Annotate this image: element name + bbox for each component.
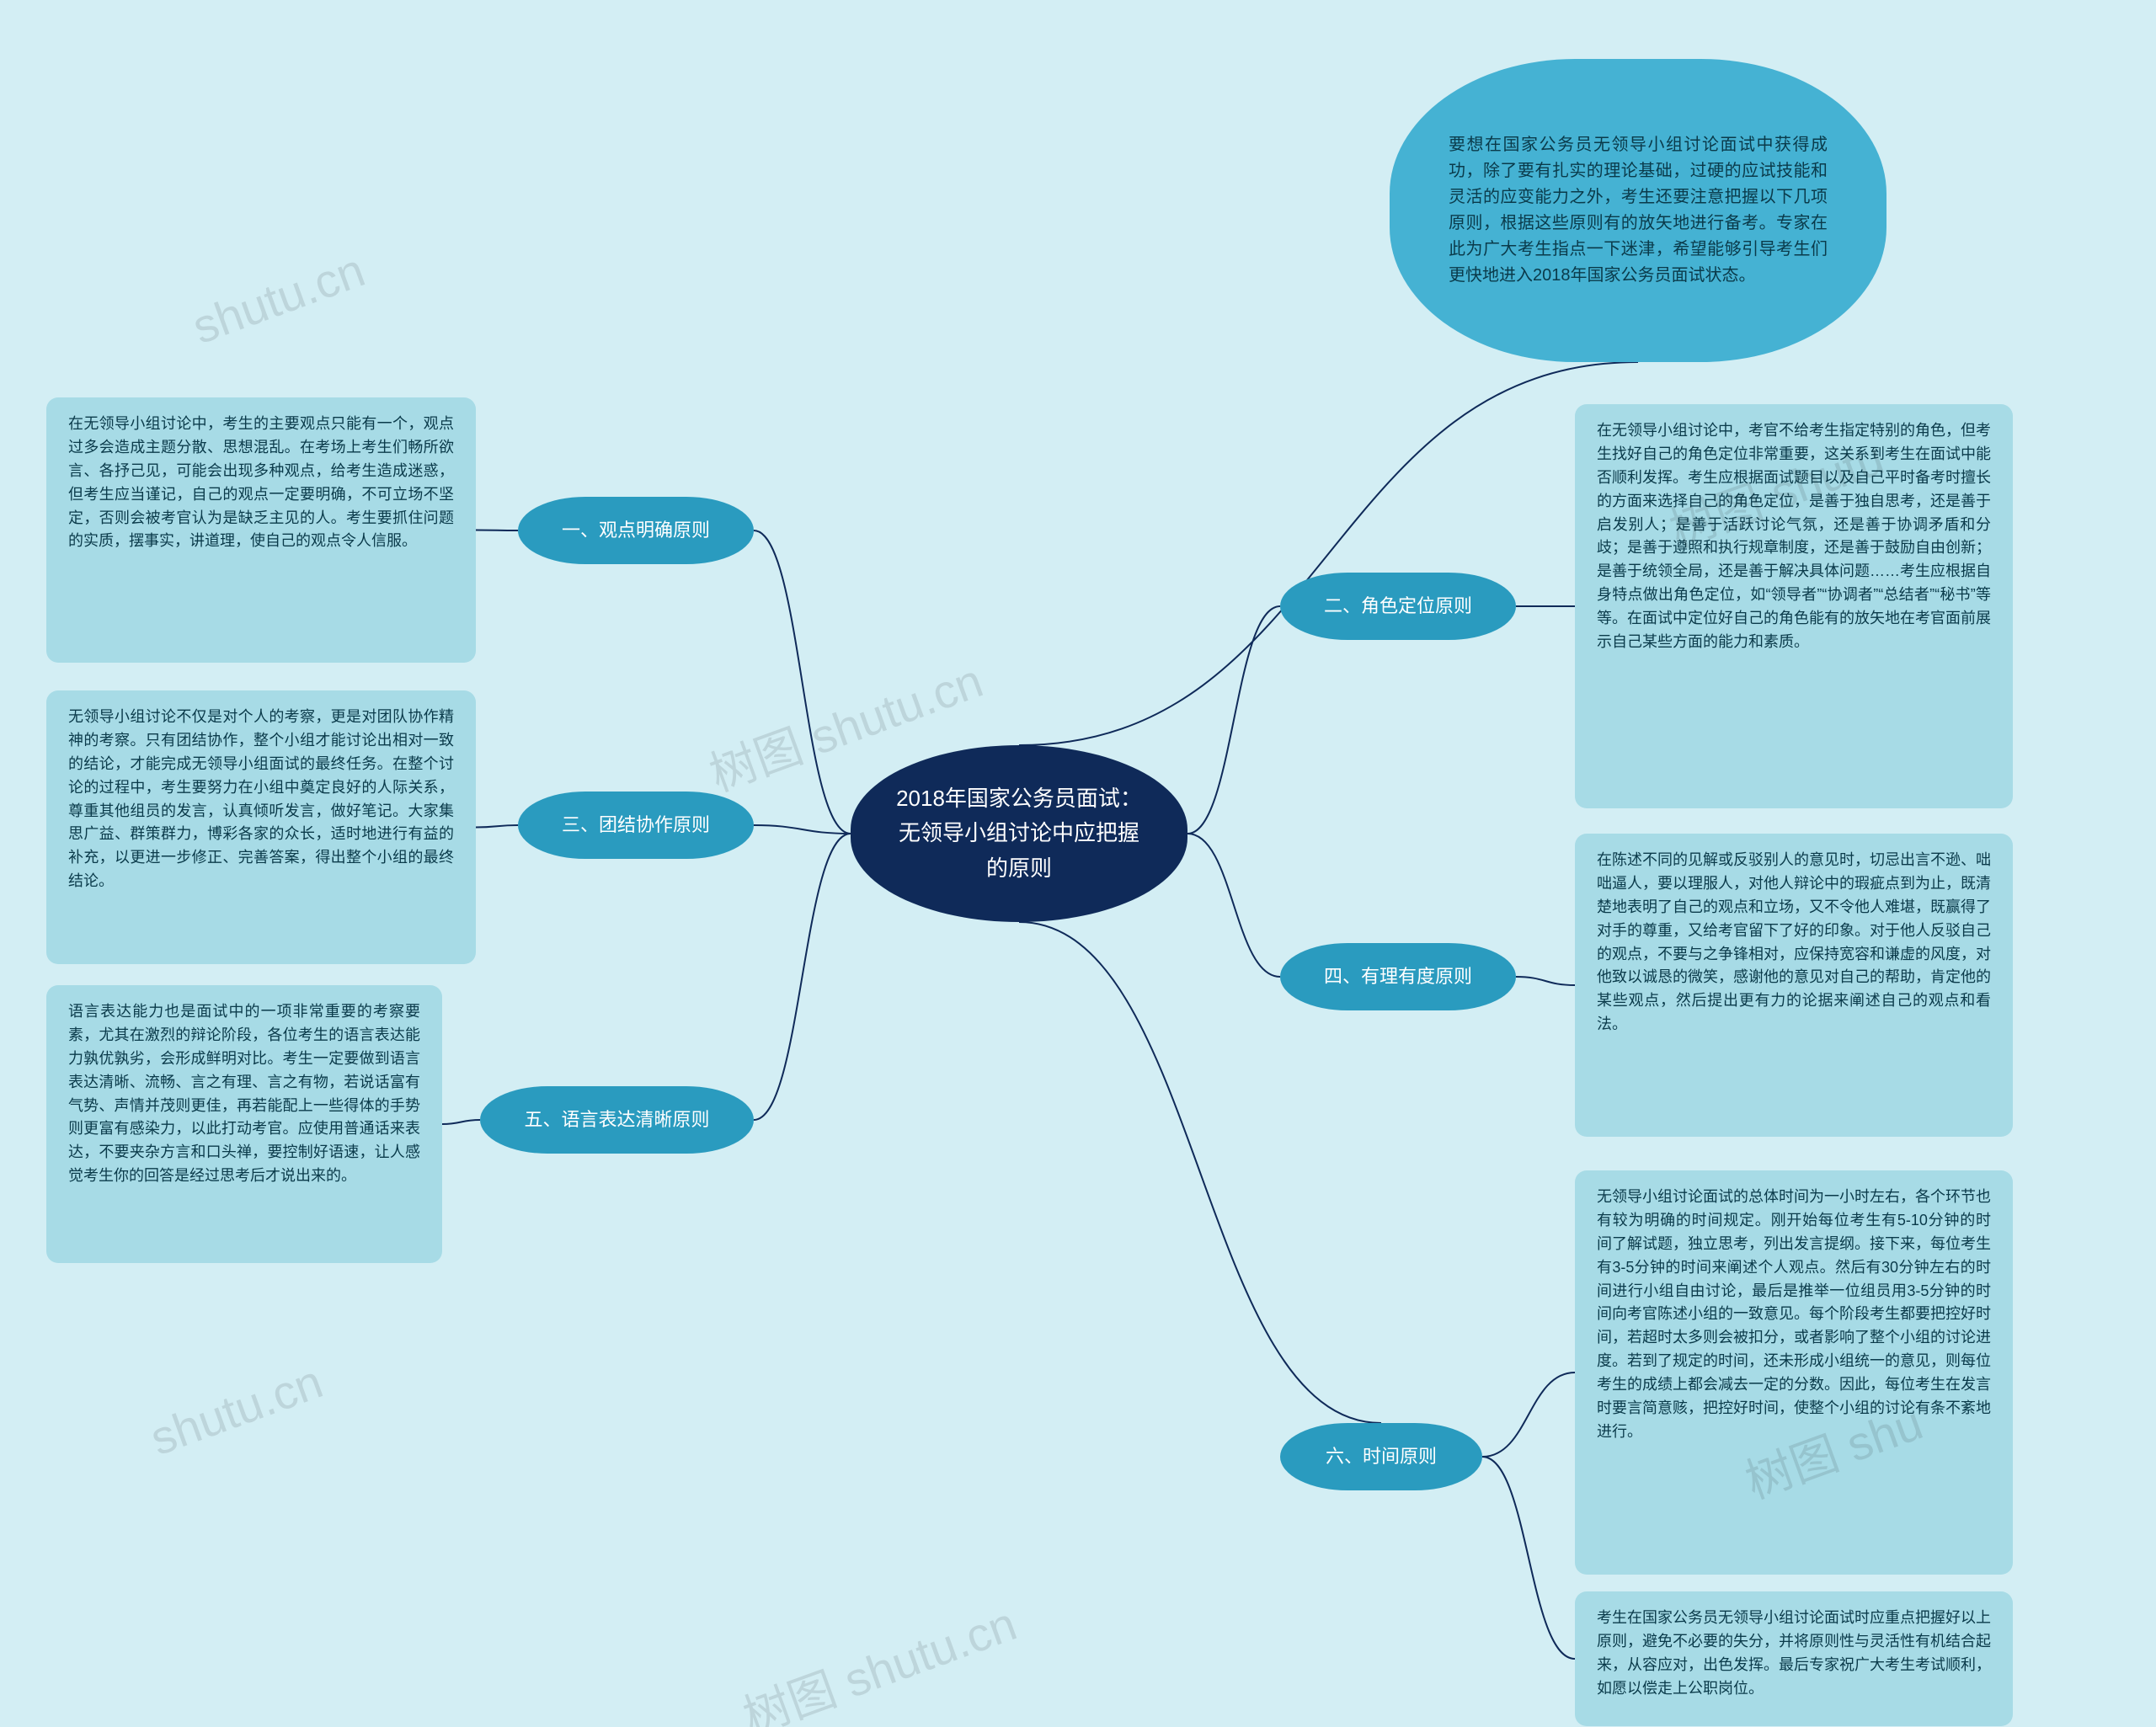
intro-node[interactable]: 要想在国家公务员无领导小组讨论面试中获得成功，除了要有扎实的理论基础，过硬的应试… [1390, 59, 1886, 362]
edge [1187, 606, 1280, 834]
mindmap-canvas: 2018年国家公务员面试： 无领导小组讨论中应把握 的原则 要想在国家公务员无领… [0, 0, 2156, 1727]
leaf-text: 在无领导小组讨论中，考官不给考生指定特别的角色，但考生找好自己的角色定位非常重要… [1597, 419, 1991, 654]
branch-label: 六、时间原则 [1326, 1442, 1437, 1471]
leaf-node[interactable]: 在陈述不同的见解或反驳别人的意见时，切忌出言不逊、咄咄逼人，要以理服人，对他人辩… [1575, 834, 2013, 1137]
leaf-text: 在陈述不同的见解或反驳别人的意见时，切忌出言不逊、咄咄逼人，要以理服人，对他人辩… [1597, 849, 1991, 1037]
edge [1516, 977, 1575, 985]
edge [754, 834, 851, 1120]
leaf-node[interactable]: 语言表达能力也是面试中的一项非常重要的考察要素，尤其在激烈的辩论阶段，各位考生的… [46, 985, 442, 1263]
leaf-node[interactable]: 在无领导小组讨论中，考官不给考生指定特别的角色，但考生找好自己的角色定位非常重要… [1575, 404, 2013, 808]
leaf-text: 无领导小组讨论不仅是对个人的考察，更是对团队协作精神的考察。只有团结协作，整个小… [68, 706, 454, 893]
center-topic-node[interactable]: 2018年国家公务员面试： 无领导小组讨论中应把握 的原则 [851, 745, 1187, 922]
edge [1019, 362, 1638, 745]
intro-text: 要想在国家公务员无领导小组讨论面试中获得成功，除了要有扎实的理论基础，过硬的应试… [1449, 132, 1828, 289]
branch-node[interactable]: 六、时间原则 [1280, 1423, 1482, 1490]
leaf-node[interactable]: 在无领导小组讨论中，考生的主要观点只能有一个，观点过多会造成主题分散、思想混乱。… [46, 397, 476, 663]
leaf-node[interactable]: 无领导小组讨论面试的总体时间为一小时左右，各个环节也有较为明确的时间规定。刚开始… [1575, 1170, 2013, 1575]
edge [476, 825, 518, 828]
watermark: shutu.cn [185, 243, 371, 354]
branch-node[interactable]: 五、语言表达清晰原则 [480, 1086, 754, 1154]
edge [442, 1120, 480, 1124]
center-topic-text: 2018年国家公务员面试： 无领导小组讨论中应把握 的原则 [896, 781, 1142, 887]
leaf-text: 考生在国家公务员无领导小组讨论面试时应重点把握好以上原则，避免不必要的失分，并将… [1597, 1607, 1991, 1701]
edge [754, 530, 851, 834]
branch-label: 四、有理有度原则 [1324, 962, 1472, 991]
leaf-text: 语言表达能力也是面试中的一项非常重要的考察要素，尤其在激烈的辩论阶段，各位考生的… [68, 1000, 420, 1188]
edge [1187, 834, 1280, 977]
branch-node[interactable]: 四、有理有度原则 [1280, 943, 1516, 1010]
branch-label: 一、观点明确原则 [562, 516, 710, 545]
edge [754, 825, 851, 834]
leaf-text: 在无领导小组讨论中，考生的主要观点只能有一个，观点过多会造成主题分散、思想混乱。… [68, 413, 454, 553]
branch-label: 三、团结协作原则 [562, 811, 710, 840]
edge [1482, 1457, 1575, 1659]
branch-node[interactable]: 三、团结协作原则 [518, 792, 754, 859]
branch-label: 五、语言表达清晰原则 [524, 1106, 709, 1134]
edge [476, 530, 518, 531]
watermark: 树图 shutu.cn [733, 1586, 1025, 1727]
leaf-node[interactable]: 考生在国家公务员无领导小组讨论面试时应重点把握好以上原则，避免不必要的失分，并将… [1575, 1591, 2013, 1726]
watermark: shutu.cn [143, 1354, 329, 1466]
branch-label: 二、角色定位原则 [1324, 592, 1472, 621]
edge [1482, 1373, 1575, 1457]
branch-node[interactable]: 二、角色定位原则 [1280, 573, 1516, 640]
leaf-text: 无领导小组讨论面试的总体时间为一小时左右，各个环节也有较为明确的时间规定。刚开始… [1597, 1186, 1991, 1444]
leaf-node[interactable]: 无领导小组讨论不仅是对个人的考察，更是对团队协作精神的考察。只有团结协作，整个小… [46, 690, 476, 964]
branch-node[interactable]: 一、观点明确原则 [518, 497, 754, 564]
